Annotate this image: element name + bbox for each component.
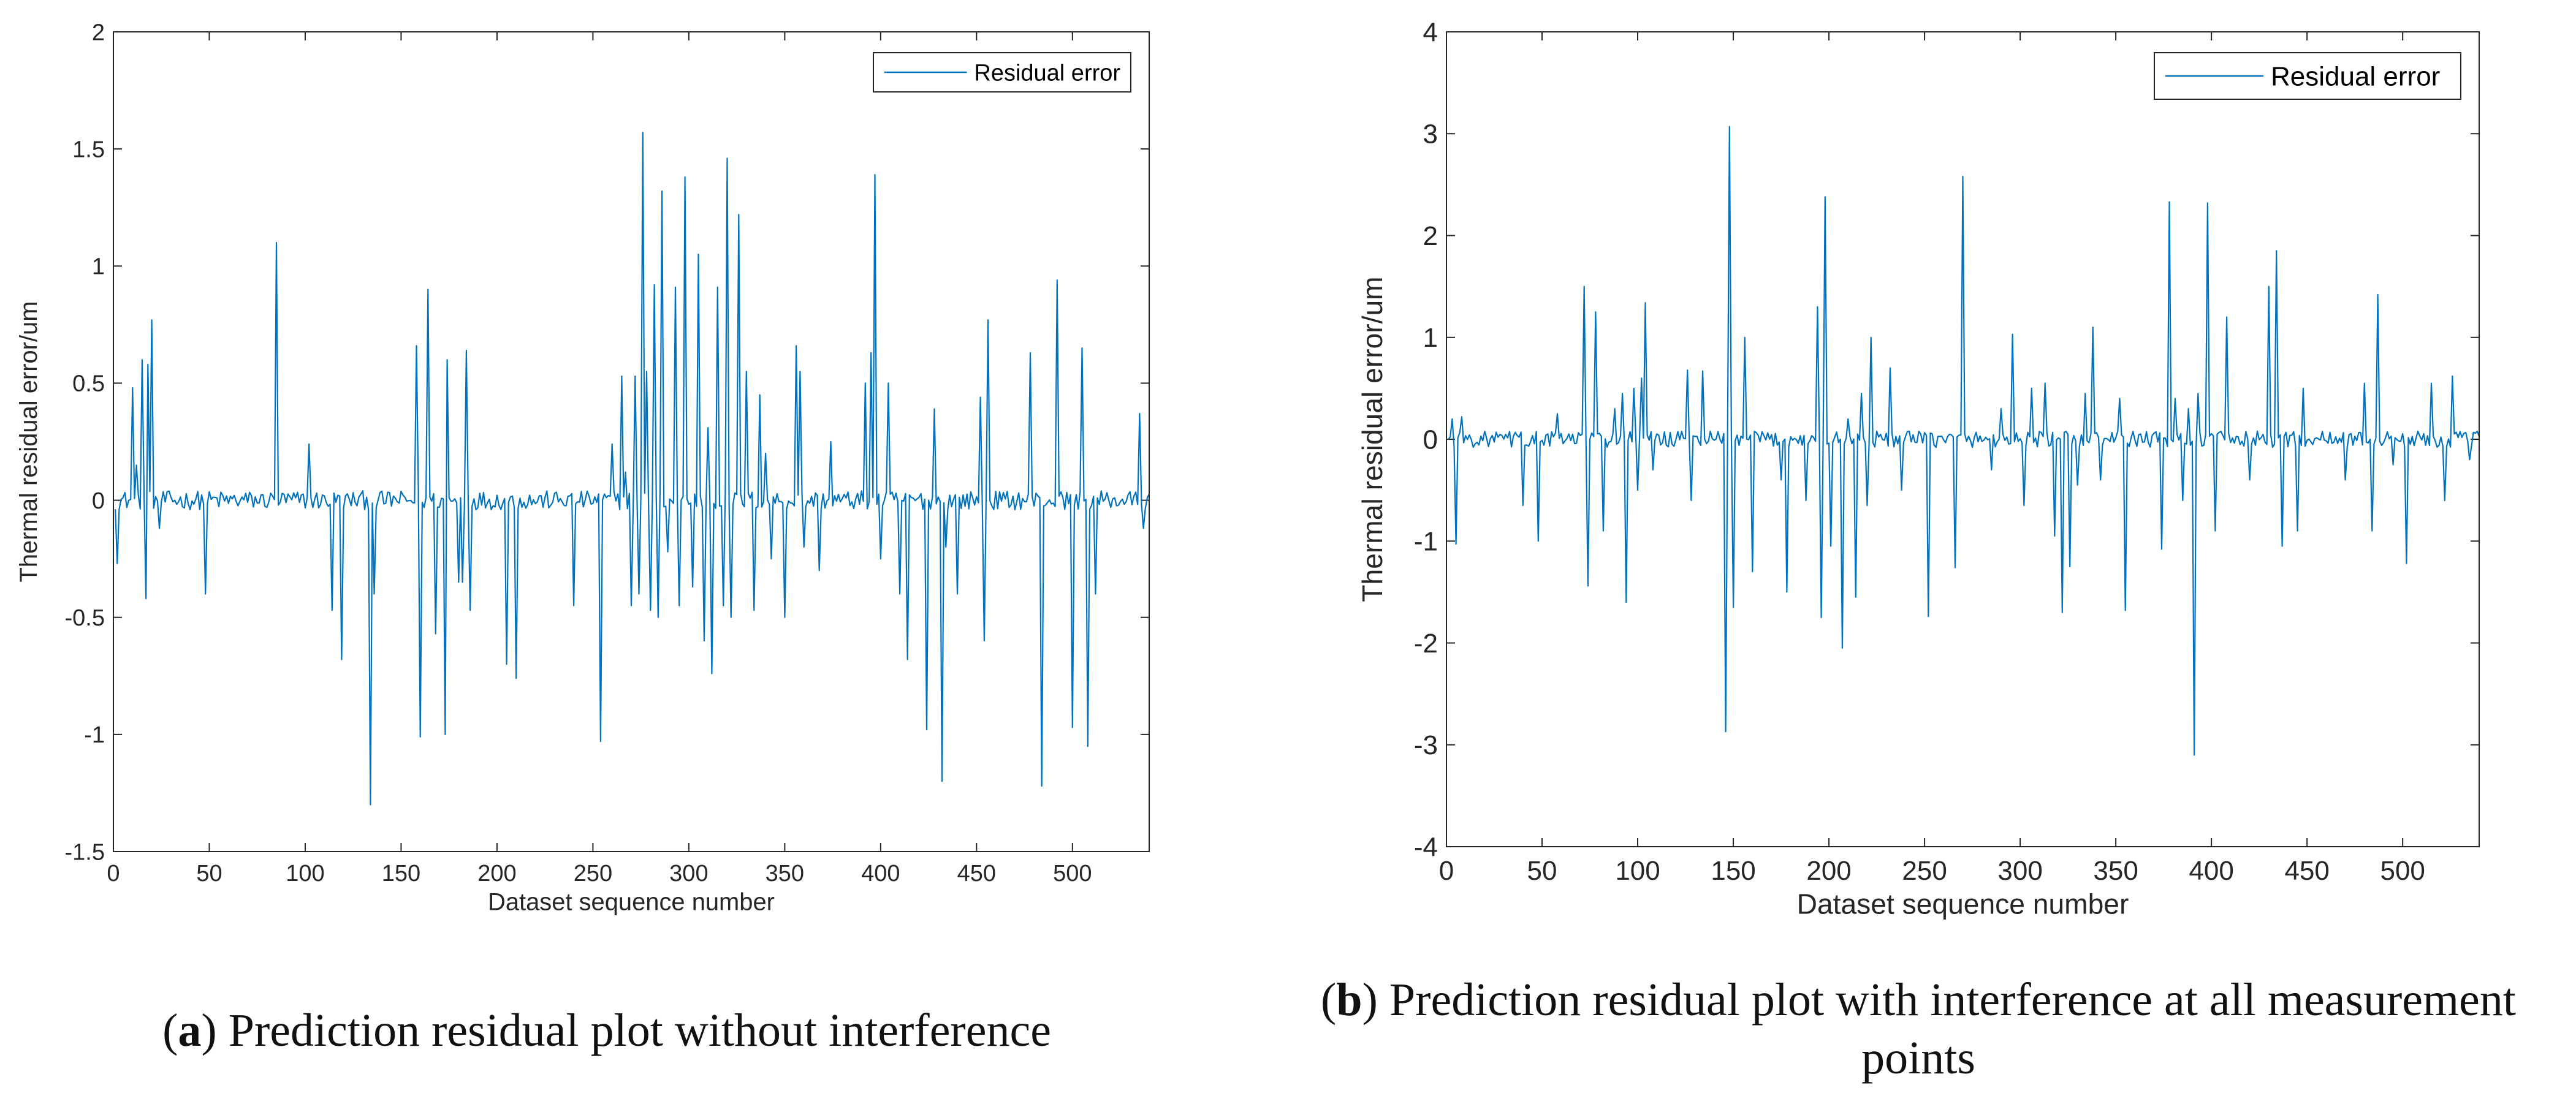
y-tick-label: -3 — [1414, 730, 1438, 760]
y-tick-label: -1 — [1414, 527, 1438, 557]
x-tick-label: 400 — [861, 861, 900, 886]
y-tick-label: -1 — [84, 722, 105, 748]
plot-area-frame — [1446, 31, 2480, 847]
x-tick-label: 350 — [2093, 856, 2138, 886]
x-tick-label: 150 — [382, 861, 420, 886]
y-axis-title: Thermal residual error/um — [1356, 276, 1388, 602]
x-axis-title: Dataset sequence number — [1797, 888, 2129, 920]
legend-label: Residual error — [2271, 61, 2440, 91]
y-axis-title: Thermal residual error/um — [15, 301, 42, 583]
caption-b: (b) Prediction residual plot with interf… — [1320, 974, 2516, 1084]
x-tick-label: 50 — [1527, 856, 1557, 886]
x-tick-label: 300 — [1997, 856, 2042, 886]
y-tick-label: 3 — [1423, 119, 1438, 149]
x-tick-label: 50 — [196, 861, 222, 886]
series-line-residual-error — [1448, 126, 2479, 756]
y-tick-label: 0 — [92, 488, 105, 514]
x-tick-label: 250 — [574, 861, 612, 886]
y-tick-label: 2 — [92, 20, 105, 45]
caption-a-text: Prediction residual plot without interfe… — [228, 1005, 1051, 1056]
chart-a-residual-plot: 0 50 100 150 200 250 300 350 400 450 500 -1.5 -1 -0.5… — [15, 20, 1150, 915]
x-tick-label: 0 — [1439, 856, 1454, 886]
y-tick-label: -4 — [1414, 832, 1438, 862]
x-tick-label: 200 — [1806, 856, 1851, 886]
x-tick-label: 100 — [1615, 856, 1660, 886]
y-tick-label: 1 — [92, 254, 105, 280]
caption-a-letter: a — [178, 1005, 202, 1056]
x-tick-label: 450 — [2284, 856, 2329, 886]
chart-b-residual-plot: 0 50 100 150 200 250 300 350 400 450 500 -4 -3 -2 -1 0 1… — [1356, 17, 2480, 920]
caption-b-text: Prediction residual plot with interferen… — [1389, 974, 2516, 1084]
series-line-residual-error — [115, 132, 1149, 806]
x-tick-label: 300 — [669, 861, 708, 886]
x-tick-label: 0 — [107, 861, 120, 886]
plot-area-border — [1446, 31, 2480, 847]
y-tick-label: -1.5 — [65, 839, 105, 865]
legend-label: Residual error — [974, 60, 1120, 86]
y-tick-label: 0 — [1423, 425, 1438, 455]
x-tick-label: 100 — [286, 861, 324, 886]
x-tick-label: 450 — [957, 861, 996, 886]
caption-b-letter: b — [1336, 974, 1362, 1026]
y-tick-label: 1 — [1423, 323, 1438, 353]
x-tick-label: 200 — [477, 861, 516, 886]
x-tick-label: 350 — [766, 861, 804, 886]
x-axis-title: Dataset sequence number — [488, 888, 775, 915]
x-tick-label: 250 — [1902, 856, 1947, 886]
caption-a: (a) Prediction residual plot without int… — [162, 1005, 1051, 1056]
y-tick-label: 4 — [1423, 17, 1438, 47]
plot-area-border — [113, 31, 1150, 852]
x-tick-label: 400 — [2189, 856, 2233, 886]
x-tick-label: 500 — [1053, 861, 1092, 886]
y-tick-label: -0.5 — [65, 605, 105, 631]
plot-area-frame — [113, 31, 1150, 852]
x-tick-label: 150 — [1711, 856, 1755, 886]
y-tick-label: 0.5 — [72, 371, 105, 397]
y-tick-label: -2 — [1414, 629, 1438, 659]
x-tick-label: 500 — [2380, 856, 2425, 886]
y-tick-label: 1.5 — [72, 137, 105, 162]
y-tick-label: 2 — [1423, 221, 1438, 251]
